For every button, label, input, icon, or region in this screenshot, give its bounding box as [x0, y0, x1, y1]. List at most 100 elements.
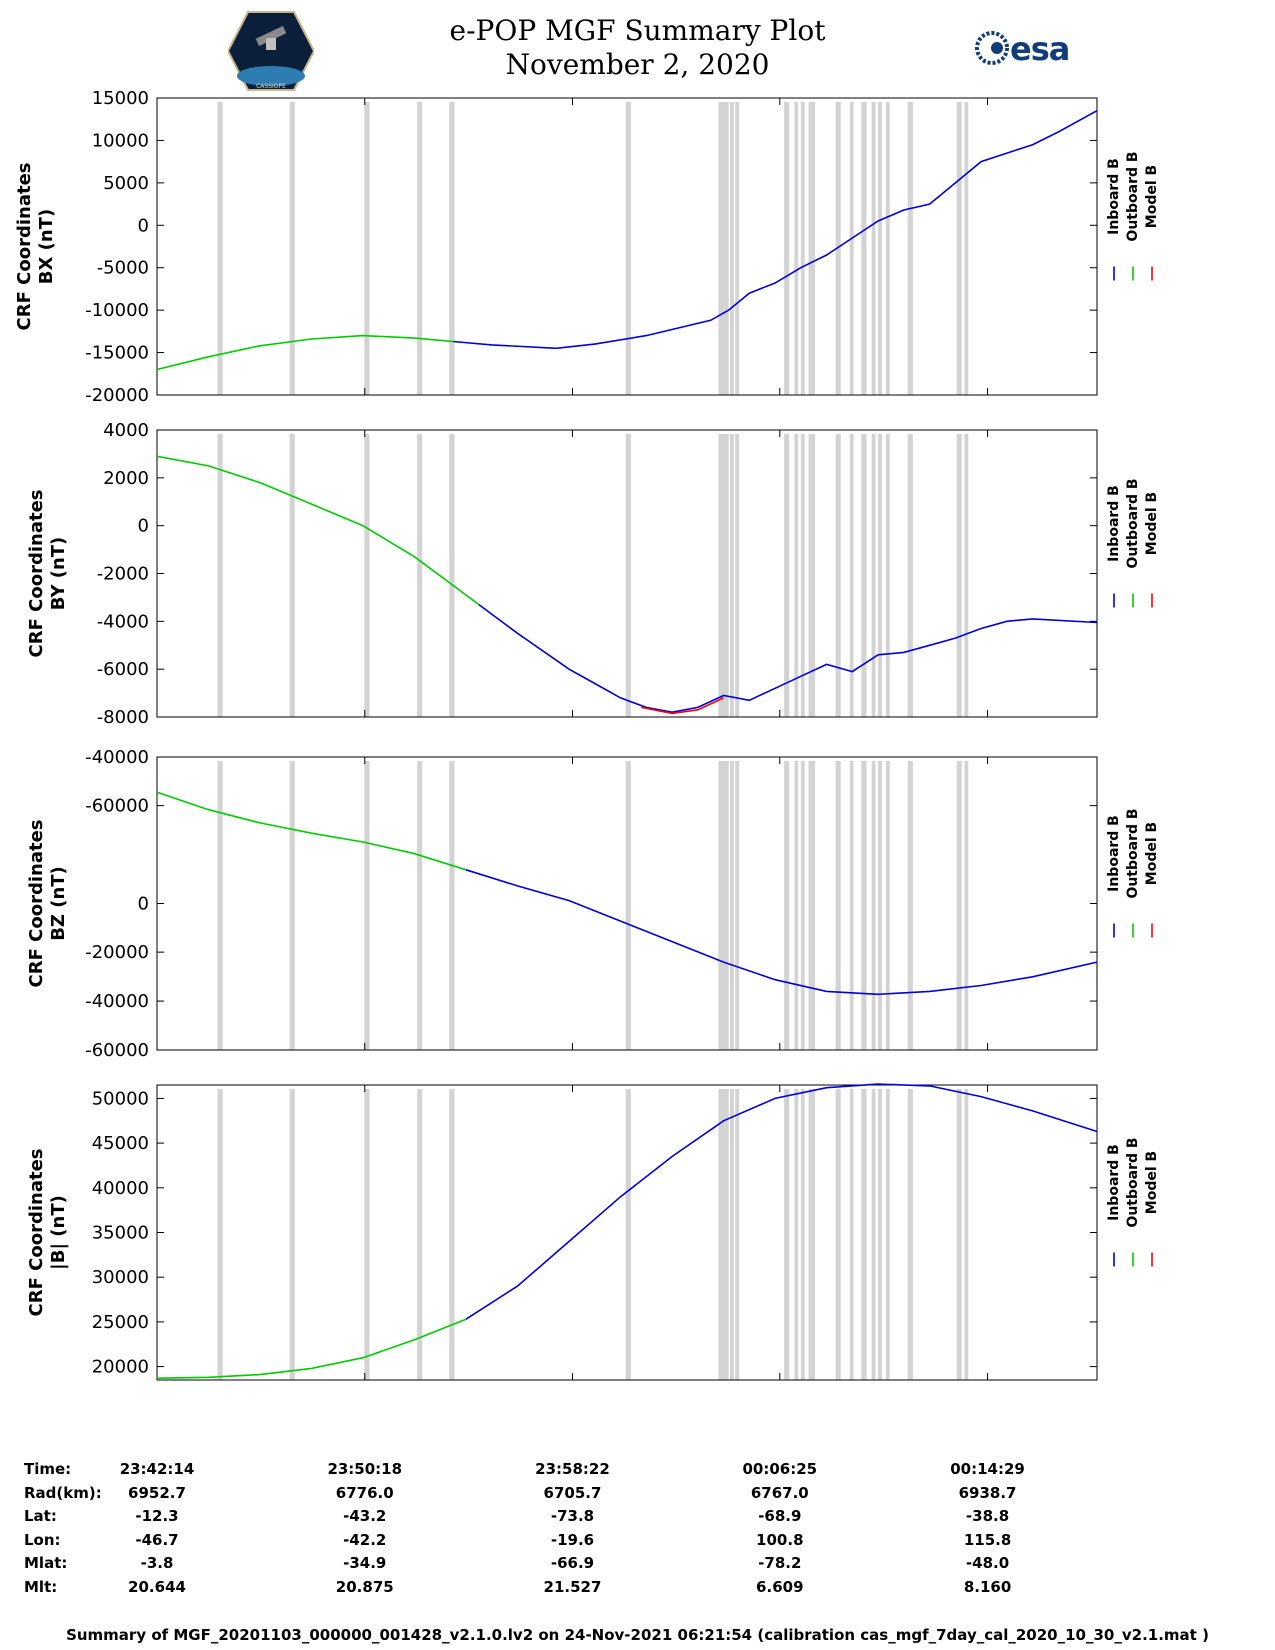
- legend-label: Outboard B: [1125, 1137, 1141, 1227]
- info-row-label: Mlt:: [24, 1577, 58, 1596]
- data-gap-band: [964, 1089, 969, 1380]
- data-gap-band: [871, 1089, 876, 1380]
- data-gap-band: [730, 1089, 734, 1380]
- info-cell: -46.7: [135, 1530, 179, 1549]
- outboard-series-line: [156, 455, 480, 606]
- info-cell: -19.6: [550, 1530, 595, 1549]
- legend-label: Outboard B: [1125, 478, 1141, 568]
- info-cell: 115.8: [963, 1530, 1012, 1549]
- legend-label: Outboard B: [1125, 808, 1141, 898]
- data-gap-band: [735, 761, 740, 1050]
- panel-frame: [156, 97, 1098, 396]
- y-tick-label: -40000: [85, 991, 149, 1012]
- data-gap-band: [784, 434, 790, 717]
- info-cell: -66.9: [550, 1554, 595, 1572]
- inboard-series-line: [465, 869, 1098, 996]
- footer-caption: Summary of MGF_20201103_000000_001428_v2…: [66, 1626, 1209, 1644]
- data-gap-band: [364, 761, 370, 1050]
- date-line: November 2, 2020: [505, 48, 770, 81]
- data-gap-band: [730, 761, 734, 1050]
- plot-title: e-POP MGF Summary Plot November 2, 2020: [0, 14, 1275, 82]
- inboard-series-line: [478, 603, 1098, 714]
- esa-logo-text: esa: [1010, 30, 1070, 68]
- info-cell: -78.2: [758, 1554, 802, 1572]
- y-axis-label: |B| (nT): [48, 1195, 69, 1270]
- logo-caption: CASSIOPE: [256, 83, 286, 90]
- chart-area: 150001000050000-5000-10000-15000-20000CR…: [14, 88, 1160, 1381]
- data-gap-band: [794, 1089, 799, 1380]
- y-tick-label: -2000: [97, 564, 149, 585]
- data-gap-band: [625, 434, 631, 717]
- data-gap-band: [735, 102, 740, 395]
- data-gap-band: [718, 102, 729, 395]
- y-tick-label: -10000: [85, 300, 149, 321]
- data-gap-band: [449, 102, 455, 395]
- y-tick-label: 30000: [92, 1267, 149, 1288]
- y-tick-label: -6000: [97, 659, 149, 680]
- info-cell: 23:42:14: [119, 1460, 195, 1478]
- data-gap-band: [808, 1089, 815, 1380]
- y-tick-label: 35000: [92, 1223, 149, 1244]
- legend-label: Model B: [1144, 165, 1160, 228]
- y-tick-label: 15000: [92, 88, 149, 109]
- data-gap-band: [730, 434, 734, 717]
- info-cell: 20.875: [335, 1577, 394, 1596]
- data-gap-band: [417, 102, 423, 395]
- legend-label: Outboard B: [1125, 151, 1141, 241]
- outboard-series-line: [156, 334, 454, 371]
- data-gap-band: [907, 102, 913, 395]
- data-gap-band: [735, 1089, 740, 1380]
- y-tick-label: 0: [138, 516, 149, 537]
- data-gap-band: [289, 434, 295, 717]
- info-cell: 6952.7: [128, 1483, 186, 1502]
- info-cell: -68.9: [758, 1507, 802, 1525]
- data-gap-band: [878, 1089, 882, 1380]
- legend-label: Model B: [1144, 1151, 1160, 1214]
- outboard-series-line: [156, 1318, 467, 1379]
- data-gap-band: [784, 761, 790, 1050]
- data-gap-band: [730, 102, 734, 395]
- data-gap-band: [861, 434, 867, 717]
- info-cell: -12.3: [135, 1507, 179, 1525]
- info-row-label: Lat:: [24, 1507, 57, 1525]
- y-tick-label: -20000: [85, 385, 149, 406]
- data-gap-band: [735, 434, 740, 717]
- data-gap-band: [878, 434, 882, 717]
- data-gap-band: [289, 1089, 295, 1380]
- info-row-label: Lon:: [24, 1530, 61, 1549]
- info-cell: -34.9: [343, 1554, 387, 1572]
- y-tick-label: -4000: [97, 611, 149, 632]
- legend-label: Inboard B: [1106, 485, 1122, 562]
- y-axis-label: BX (nT): [36, 209, 57, 284]
- inboard-series-line: [453, 109, 1098, 350]
- y-tick-label: 50000: [92, 1088, 149, 1109]
- data-gap-band: [808, 434, 815, 717]
- info-cell: 6.609: [756, 1577, 804, 1596]
- data-gap-band: [885, 102, 890, 395]
- data-gap-band: [449, 761, 455, 1050]
- y-axis-label: CRF Coordinates: [26, 820, 47, 988]
- y-axis-label: CRF Coordinates: [26, 490, 47, 658]
- data-gap-band: [417, 434, 423, 717]
- data-gap-band: [800, 1089, 805, 1380]
- info-row-label: Mlat:: [24, 1554, 68, 1572]
- data-gap-band: [718, 1089, 729, 1380]
- info-cell: 6767.0: [750, 1483, 809, 1502]
- data-gap-band: [800, 102, 805, 395]
- data-gap-band: [217, 102, 223, 395]
- info-row-label: Time:: [24, 1460, 72, 1478]
- data-gap-band: [878, 102, 882, 395]
- info-cell: 23:50:18: [327, 1460, 403, 1478]
- data-gap-band: [718, 761, 729, 1050]
- data-gap-band: [217, 434, 223, 717]
- info-cell: 6776.0: [335, 1483, 394, 1502]
- data-gap-band: [364, 102, 370, 395]
- info-cell: 23:58:22: [535, 1460, 610, 1478]
- data-gap-band: [964, 434, 969, 717]
- y-tick-label: 0: [138, 215, 149, 236]
- y-tick-label: 0: [138, 894, 149, 915]
- y-tick-label: 45000: [92, 1133, 149, 1154]
- orbit-info-table: Time: 23:42:14 23:50:18 23:58:22 00:06:25 00:…: [0, 1460, 1275, 1630]
- data-gap-band: [849, 1089, 854, 1380]
- cassiope-logo: CASSIOPE: [228, 11, 314, 91]
